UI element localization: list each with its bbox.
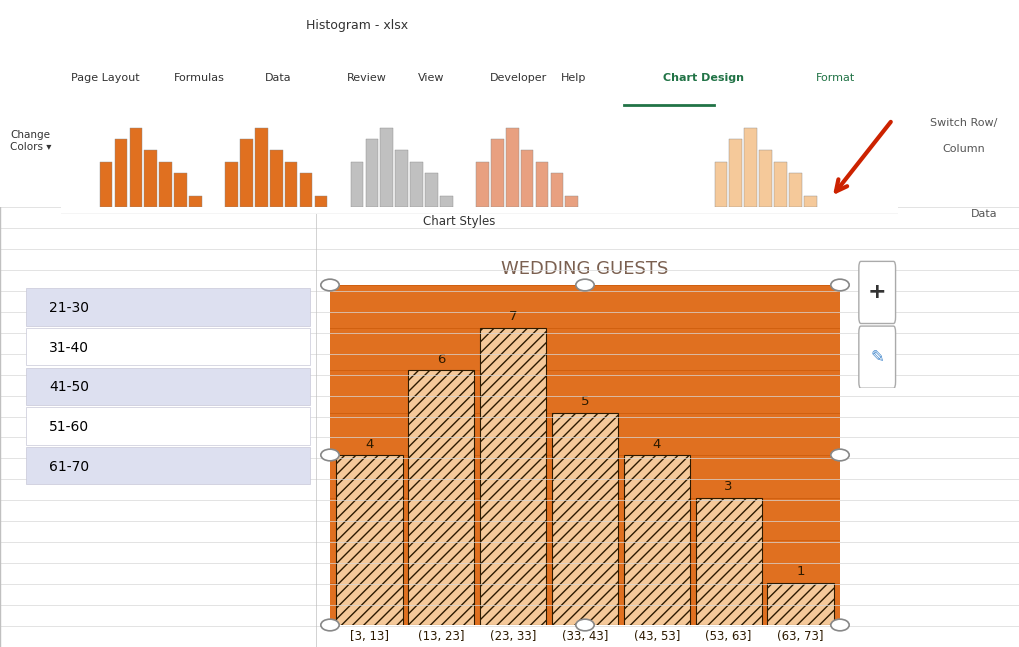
Bar: [695, 498, 761, 625]
Bar: [729, 139, 742, 207]
Bar: [656, 162, 669, 207]
Text: 31-40: 31-40: [49, 341, 89, 355]
Bar: [225, 162, 237, 207]
Bar: [410, 162, 423, 207]
Text: 6: 6: [437, 353, 445, 366]
Bar: [439, 195, 452, 207]
Bar: [129, 127, 142, 207]
Bar: [26, 447, 310, 484]
Bar: [535, 162, 548, 207]
Text: Chart Design: Chart Design: [662, 73, 743, 83]
Text: ✎: ✎: [869, 348, 883, 366]
Bar: [803, 195, 816, 207]
Text: Developer: Developer: [489, 73, 546, 83]
Bar: [714, 162, 727, 207]
Text: Page Layout: Page Layout: [71, 73, 140, 83]
Title: WEDDING GUESTS: WEDDING GUESTS: [500, 260, 668, 278]
Bar: [521, 150, 533, 207]
Bar: [300, 173, 312, 207]
Bar: [189, 195, 202, 207]
Bar: [597, 162, 609, 207]
Bar: [480, 327, 546, 625]
Bar: [611, 139, 625, 207]
Bar: [314, 195, 327, 207]
Bar: [744, 127, 756, 207]
Text: Column: Column: [942, 144, 984, 154]
Bar: [270, 150, 282, 207]
Bar: [551, 413, 618, 625]
Text: Change
Colors ▾: Change Colors ▾: [10, 130, 51, 152]
Bar: [624, 455, 689, 625]
Text: 4: 4: [652, 438, 660, 451]
Bar: [26, 289, 310, 326]
Bar: [550, 173, 562, 207]
Bar: [159, 162, 172, 207]
Text: 61-70: 61-70: [49, 459, 89, 474]
Bar: [26, 328, 310, 366]
Text: Data: Data: [970, 208, 997, 219]
Bar: [351, 162, 363, 207]
Bar: [26, 407, 310, 444]
Bar: [365, 139, 378, 207]
Text: Review: Review: [346, 73, 386, 83]
Text: 41-50: 41-50: [49, 380, 89, 395]
Bar: [476, 162, 488, 207]
Text: Switch Row/: Switch Row/: [929, 118, 997, 128]
FancyBboxPatch shape: [53, 109, 905, 215]
Bar: [788, 173, 801, 207]
Text: +: +: [867, 283, 886, 302]
FancyBboxPatch shape: [858, 326, 895, 388]
Bar: [284, 162, 298, 207]
Bar: [336, 455, 403, 625]
Text: View: View: [418, 73, 444, 83]
Bar: [505, 127, 518, 207]
Bar: [627, 127, 639, 207]
Bar: [380, 127, 392, 207]
Bar: [408, 370, 474, 625]
Bar: [641, 150, 654, 207]
Bar: [672, 173, 684, 207]
Text: Data: Data: [265, 73, 291, 83]
Bar: [100, 162, 112, 207]
Bar: [395, 150, 408, 207]
Text: 3: 3: [723, 480, 733, 493]
Text: Histogram - xlsx: Histogram - xlsx: [306, 19, 408, 32]
Bar: [686, 195, 699, 207]
Text: Help: Help: [560, 73, 586, 83]
Bar: [239, 139, 253, 207]
Text: 21-30: 21-30: [49, 302, 89, 315]
Bar: [565, 195, 578, 207]
Bar: [766, 582, 833, 625]
Bar: [26, 367, 310, 405]
Bar: [114, 139, 127, 207]
Bar: [425, 173, 437, 207]
Text: 5: 5: [580, 395, 589, 408]
Bar: [758, 150, 771, 207]
Bar: [255, 127, 267, 207]
Text: Formulas: Formulas: [173, 73, 224, 83]
Text: 7: 7: [508, 311, 517, 324]
Text: Format: Format: [815, 73, 854, 83]
Bar: [490, 139, 503, 207]
FancyBboxPatch shape: [858, 261, 895, 324]
Text: 51-60: 51-60: [49, 420, 89, 434]
Text: 4: 4: [365, 438, 373, 451]
Text: 1: 1: [796, 565, 804, 578]
Bar: [773, 162, 786, 207]
Bar: [174, 173, 186, 207]
Text: Chart Styles: Chart Styles: [423, 215, 494, 228]
Bar: [145, 150, 157, 207]
